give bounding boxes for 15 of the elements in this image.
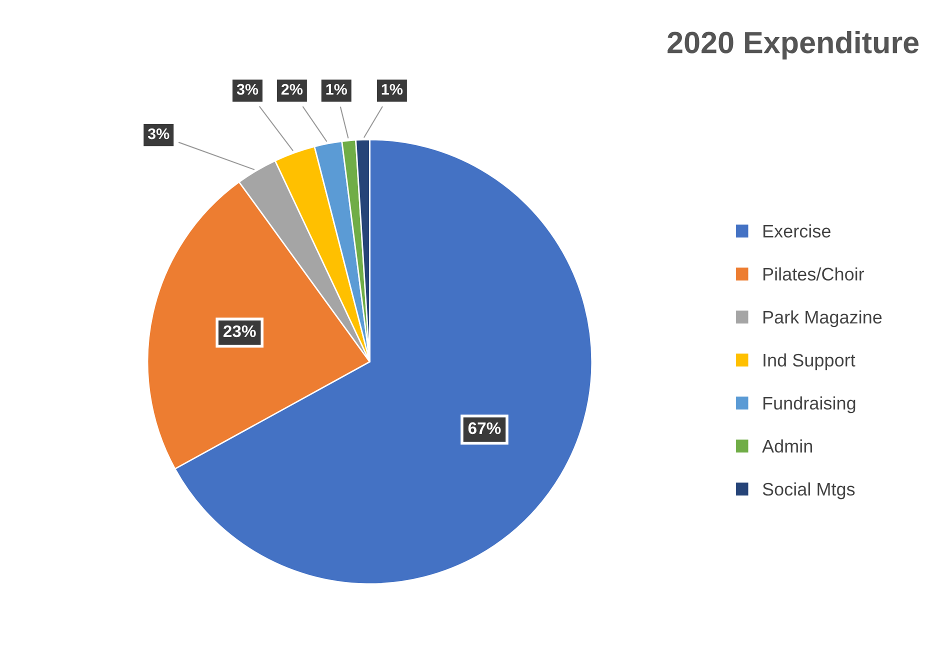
data-label: 3%: [148, 128, 170, 140]
data-label: 67%: [468, 422, 501, 434]
data-label: 3%: [236, 84, 258, 95]
legend-label: Fundraising: [763, 396, 856, 414]
legend-label: Social Mtgs: [762, 482, 855, 500]
legend-label: Park Magazine: [763, 310, 882, 328]
legend-label: Admin: [762, 439, 812, 453]
legend-label: Pilates/Choir: [763, 267, 864, 281]
data-label: 1%: [326, 84, 348, 95]
data-label: 2%: [281, 84, 303, 95]
legend-label: Exercise: [763, 224, 830, 238]
legend-label: Ind Support: [764, 353, 856, 370]
data-label: 1%: [382, 84, 403, 95]
data-label: 23%: [223, 325, 256, 338]
chart-title: 2020 Expenditure: [668, 30, 919, 60]
